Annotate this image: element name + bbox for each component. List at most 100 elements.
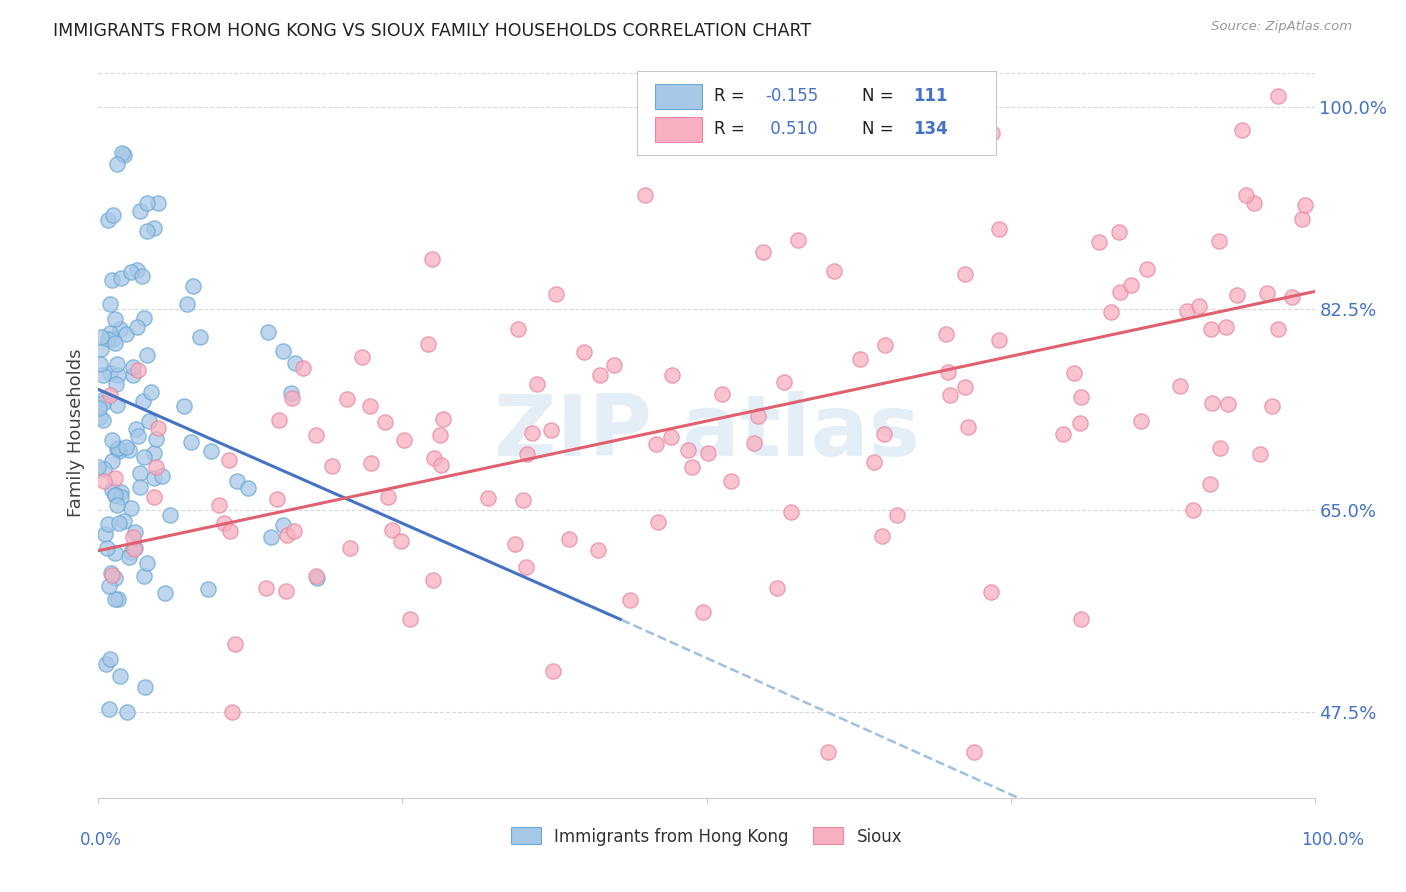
Point bbox=[280, 385, 302, 400]
Point bbox=[98, 326, 121, 340]
Point bbox=[1063, 366, 1085, 380]
Point bbox=[150, 468, 173, 483]
Point bbox=[132, 311, 155, 326]
Point bbox=[97, 213, 120, 227]
Text: 0.0%: 0.0% bbox=[80, 831, 122, 849]
Point bbox=[988, 333, 1011, 347]
Point bbox=[104, 488, 127, 502]
Point bbox=[1188, 299, 1211, 313]
Point bbox=[1087, 235, 1109, 249]
Point bbox=[335, 392, 357, 407]
Point bbox=[939, 388, 962, 402]
Point bbox=[540, 423, 562, 437]
Point bbox=[200, 444, 222, 458]
Point bbox=[105, 398, 128, 412]
Point bbox=[98, 388, 121, 402]
Point bbox=[589, 368, 612, 382]
Point bbox=[360, 456, 382, 470]
Point bbox=[107, 516, 129, 530]
Point bbox=[381, 523, 404, 537]
Point bbox=[271, 518, 294, 533]
Point bbox=[121, 530, 143, 544]
Point bbox=[98, 652, 121, 666]
Point bbox=[522, 425, 544, 440]
Point bbox=[1209, 442, 1232, 456]
Point bbox=[1294, 197, 1316, 211]
Point bbox=[115, 440, 138, 454]
Point bbox=[135, 348, 157, 362]
Point bbox=[710, 387, 733, 401]
Point bbox=[765, 582, 787, 596]
Point bbox=[512, 492, 534, 507]
Point bbox=[97, 332, 120, 346]
Point bbox=[90, 329, 112, 343]
Point bbox=[418, 336, 440, 351]
Point bbox=[104, 546, 127, 560]
Point bbox=[254, 581, 277, 595]
Text: IMMIGRANTS FROM HONG KONG VS SIOUX FAMILY HOUSEHOLDS CORRELATION CHART: IMMIGRANTS FROM HONG KONG VS SIOUX FAMIL… bbox=[53, 22, 811, 40]
Point bbox=[823, 264, 845, 278]
Point bbox=[134, 450, 156, 464]
Point bbox=[1070, 612, 1092, 626]
Point bbox=[118, 443, 141, 458]
Point bbox=[127, 363, 149, 377]
Point bbox=[257, 325, 280, 339]
Point bbox=[647, 515, 669, 529]
Point bbox=[1119, 277, 1142, 292]
Point bbox=[110, 322, 132, 336]
Point bbox=[1130, 413, 1153, 427]
Point bbox=[105, 157, 128, 171]
Point bbox=[284, 356, 307, 370]
Point bbox=[305, 569, 328, 583]
Point bbox=[659, 430, 682, 444]
Text: 111: 111 bbox=[914, 87, 948, 105]
Point bbox=[91, 396, 114, 410]
Point bbox=[98, 296, 121, 310]
Text: 0.510: 0.510 bbox=[765, 120, 817, 138]
Point bbox=[988, 221, 1011, 235]
Point bbox=[136, 196, 159, 211]
Point bbox=[980, 585, 1002, 599]
Point bbox=[197, 582, 219, 597]
Point bbox=[515, 560, 537, 574]
Point bbox=[105, 377, 128, 392]
Point bbox=[104, 470, 127, 484]
Point bbox=[374, 415, 396, 429]
Point bbox=[339, 541, 361, 555]
Point bbox=[122, 541, 145, 556]
Point bbox=[120, 545, 142, 559]
Point bbox=[135, 556, 157, 570]
Point bbox=[188, 329, 211, 343]
FancyBboxPatch shape bbox=[637, 70, 995, 154]
Point bbox=[321, 459, 343, 474]
Point bbox=[139, 385, 162, 400]
Point bbox=[260, 530, 283, 544]
Point bbox=[124, 524, 146, 539]
Point bbox=[236, 481, 259, 495]
Point bbox=[173, 400, 195, 414]
Point bbox=[105, 498, 128, 512]
Point bbox=[780, 505, 803, 519]
Point bbox=[423, 450, 446, 465]
Point bbox=[104, 311, 127, 326]
Point bbox=[101, 332, 124, 346]
Point bbox=[1281, 290, 1303, 304]
Point bbox=[1261, 400, 1284, 414]
Point bbox=[283, 524, 305, 538]
Point bbox=[98, 367, 121, 381]
Point bbox=[103, 208, 125, 222]
Point bbox=[429, 428, 451, 442]
Point bbox=[132, 393, 155, 408]
Point bbox=[661, 368, 683, 382]
Point bbox=[100, 483, 122, 497]
Point bbox=[1226, 287, 1249, 301]
Point bbox=[420, 252, 443, 266]
Point bbox=[1069, 416, 1091, 430]
Point bbox=[873, 338, 896, 352]
Point bbox=[131, 269, 153, 284]
Point bbox=[112, 147, 135, 161]
Point bbox=[110, 484, 132, 499]
Point bbox=[115, 706, 138, 720]
Point bbox=[145, 459, 167, 474]
Point bbox=[120, 265, 142, 279]
